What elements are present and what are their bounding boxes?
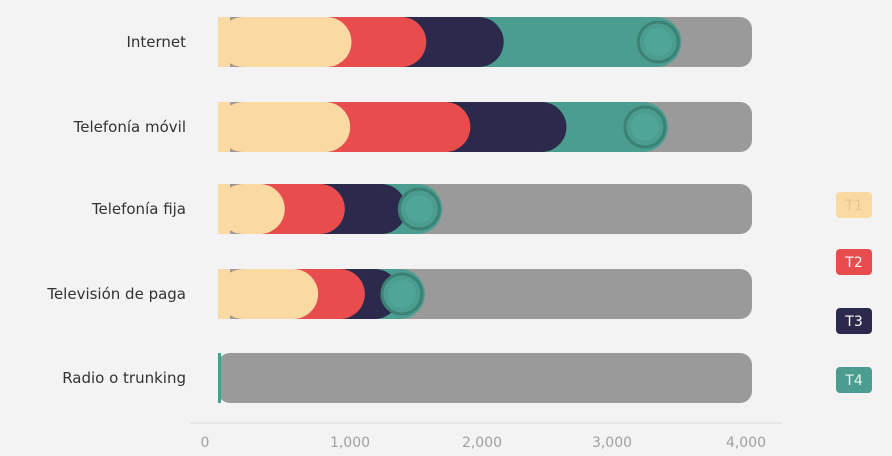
x-tick-label: 1,000 xyxy=(330,435,370,451)
bar-segment-t1 xyxy=(218,269,319,319)
legend-swatch xyxy=(836,249,872,275)
x-tick-label: 0 xyxy=(201,435,210,451)
x-axis: 0 1,000 2,000 3,000 4,000 xyxy=(190,422,782,451)
total-marker-inner xyxy=(630,113,659,141)
legend-item-t4: T4 xyxy=(836,367,872,393)
legend-label: T1 xyxy=(844,198,862,214)
x-tick-label: 2,000 xyxy=(462,435,502,451)
category-label: Telefonía fija xyxy=(91,200,186,218)
bar-segments xyxy=(218,17,682,403)
category-label: Televisión de paga xyxy=(46,285,186,303)
category-label: Internet xyxy=(126,33,186,51)
bar-segment-t1 xyxy=(218,184,285,234)
bar-left-cap xyxy=(218,353,221,403)
bar-left-cap xyxy=(218,269,230,319)
total-markers xyxy=(380,20,680,316)
legend: T1 T2 T3 T4 xyxy=(836,192,872,393)
total-marker-inner xyxy=(405,195,434,223)
category-label: Radio o trunking xyxy=(62,369,186,387)
bar-left-cap xyxy=(218,184,230,234)
legend-swatch xyxy=(836,308,872,334)
bar-segment-t1 xyxy=(218,102,351,152)
bar-left-cap xyxy=(218,17,230,67)
bar-segment-t1 xyxy=(218,17,352,67)
total-marker-inner xyxy=(387,280,416,308)
legend-swatch xyxy=(836,367,872,393)
legend-item-t3: T3 xyxy=(836,308,872,334)
legend-item-t2: T2 xyxy=(836,249,872,275)
category-labels: Internet Telefonía móvil Telefonía fija Tel… xyxy=(46,33,186,387)
category-label: Telefonía móvil xyxy=(73,118,186,136)
legend-item-t1: T1 xyxy=(836,192,872,218)
legend-label: T2 xyxy=(844,255,862,271)
x-tick-label: 4,000 xyxy=(726,435,766,451)
legend-label: T4 xyxy=(844,373,863,389)
legend-swatch xyxy=(836,192,872,218)
legend-label: T3 xyxy=(844,314,862,330)
bar-left-cap xyxy=(218,102,230,152)
bar-track xyxy=(218,353,752,403)
x-tick-label: 3,000 xyxy=(592,435,632,451)
total-marker-inner xyxy=(644,28,673,56)
